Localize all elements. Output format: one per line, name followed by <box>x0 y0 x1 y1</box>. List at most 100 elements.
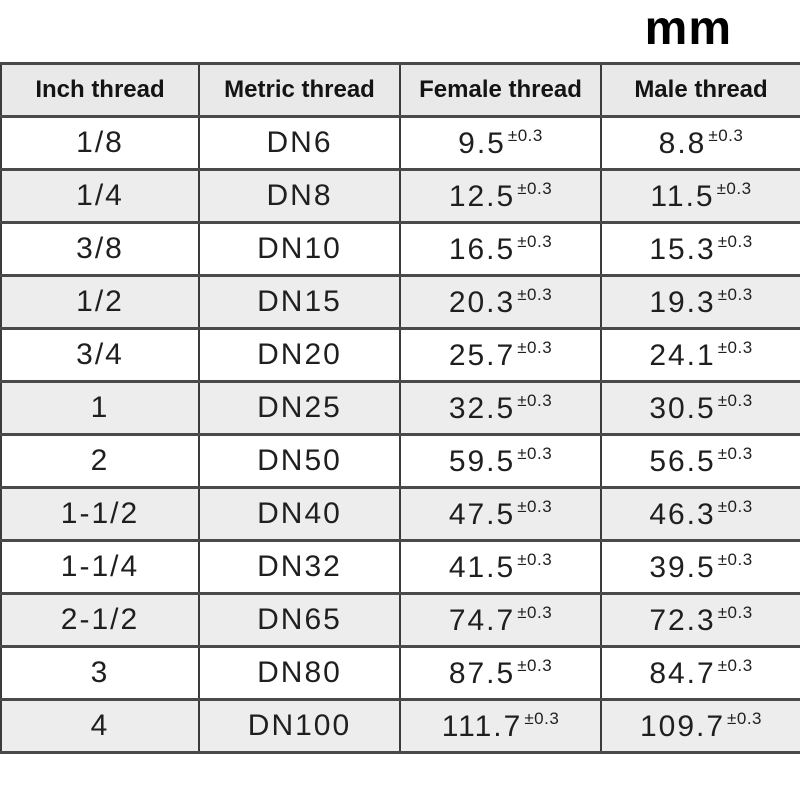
cell-male-thread: 8.8 ±0.3 <box>600 115 800 171</box>
cell-female-thread: 111.7 ±0.3 <box>399 698 602 754</box>
cell-male-thread: 46.3 ±0.3 <box>600 486 800 542</box>
tolerance-superscript: ±0.3 <box>524 708 560 728</box>
table-row: 3/4 DN20 25.7 ±0.3 24.1 ±0.3 <box>0 327 800 383</box>
cell-female-thread: 32.5 ±0.3 <box>399 380 602 436</box>
male-value: 39.5 <box>649 550 716 584</box>
tolerance-superscript: ±0.3 <box>708 125 744 145</box>
cell-metric-thread: DN65 <box>198 592 401 648</box>
tolerance-superscript: ±0.3 <box>517 178 553 198</box>
cell-metric-thread: DN10 <box>198 221 401 277</box>
tolerance-superscript: ±0.3 <box>727 708 763 728</box>
female-value: 16.5 <box>448 232 516 266</box>
cell-male-thread: 30.5 ±0.3 <box>600 380 800 436</box>
cell-female-thread: 87.5 ±0.3 <box>399 645 602 701</box>
table-row: 3 DN80 87.5 ±0.3 84.7 ±0.3 <box>0 645 800 701</box>
cell-male-thread: 19.3 ±0.3 <box>600 274 800 330</box>
female-value: 74.7 <box>448 603 516 637</box>
female-value: 20.3 <box>448 285 516 319</box>
tolerance-superscript: ±0.3 <box>716 178 752 198</box>
cell-female-thread: 16.5 ±0.3 <box>399 221 602 277</box>
cell-inch-thread: 3/8 <box>0 221 200 277</box>
table-row: 1 DN25 32.5 ±0.3 30.5 ±0.3 <box>0 380 800 436</box>
cell-male-thread: 84.7 ±0.3 <box>600 645 800 701</box>
cell-metric-thread: DN100 <box>198 698 401 754</box>
cell-metric-thread: DN32 <box>198 539 401 595</box>
table-row: 1-1/4 DN32 41.5 ±0.3 39.5 ±0.3 <box>0 539 800 595</box>
tolerance-superscript: ±0.3 <box>517 390 553 410</box>
table-row: 1/8 DN6 9.5 ±0.3 8.8 ±0.3 <box>0 115 800 171</box>
cell-inch-thread: 1/2 <box>0 274 200 330</box>
table-row: 1/2 DN15 20.3 ±0.3 19.3 ±0.3 <box>0 274 800 330</box>
tolerance-superscript: ±0.3 <box>717 496 753 516</box>
cell-inch-thread: 2 <box>0 433 200 489</box>
col-header-inch-thread: Inch thread <box>0 62 200 118</box>
cell-metric-thread: DN8 <box>198 168 401 224</box>
tolerance-superscript: ±0.3 <box>717 602 753 622</box>
cell-metric-thread: DN40 <box>198 486 401 542</box>
cell-female-thread: 41.5 ±0.3 <box>399 539 602 595</box>
male-value: 56.5 <box>649 444 716 478</box>
male-value: 11.5 <box>650 179 715 213</box>
unit-label: mm <box>644 2 732 55</box>
cell-inch-thread: 1/8 <box>0 115 200 171</box>
male-value: 72.3 <box>649 603 716 637</box>
tolerance-superscript: ±0.3 <box>717 390 753 410</box>
cell-metric-thread: DN6 <box>198 115 401 171</box>
male-value: 30.5 <box>649 391 716 425</box>
cell-metric-thread: DN25 <box>198 380 401 436</box>
tolerance-superscript: ±0.3 <box>517 655 553 675</box>
male-value: 8.8 <box>658 126 707 160</box>
female-value: 59.5 <box>448 444 516 478</box>
thread-size-table: Inch thread Metric thread Female thread … <box>0 62 800 754</box>
tolerance-superscript: ±0.3 <box>507 125 543 145</box>
male-value: 84.7 <box>649 656 716 690</box>
male-value: 46.3 <box>649 497 716 531</box>
tolerance-superscript: ±0.3 <box>717 655 753 675</box>
cell-male-thread: 15.3 ±0.3 <box>600 221 800 277</box>
male-value: 24.1 <box>649 338 716 372</box>
table-row: 4 DN100 111.7 ±0.3 109.7 ±0.3 <box>0 698 800 754</box>
tolerance-superscript: ±0.3 <box>717 231 753 251</box>
cell-metric-thread: DN20 <box>198 327 401 383</box>
female-value: 12.5 <box>448 179 516 213</box>
tolerance-superscript: ±0.3 <box>517 231 553 251</box>
tolerance-superscript: ±0.3 <box>517 284 553 304</box>
tolerance-superscript: ±0.3 <box>517 602 553 622</box>
female-value: 41.5 <box>448 550 516 584</box>
col-header-metric-thread: Metric thread <box>198 62 401 118</box>
cell-female-thread: 20.3 ±0.3 <box>399 274 602 330</box>
table-row: 2 DN50 59.5 ±0.3 56.5 ±0.3 <box>0 433 800 489</box>
header-row: Inch thread Metric thread Female thread … <box>0 62 800 118</box>
cell-male-thread: 72.3 ±0.3 <box>600 592 800 648</box>
male-value: 109.7 <box>639 709 726 743</box>
cell-inch-thread: 2-1/2 <box>0 592 200 648</box>
cell-metric-thread: DN50 <box>198 433 401 489</box>
tolerance-superscript: ±0.3 <box>517 337 553 357</box>
cell-inch-thread: 1-1/2 <box>0 486 200 542</box>
female-value: 111.7 <box>441 709 523 743</box>
col-header-female-thread: Female thread <box>399 62 602 118</box>
cell-male-thread: 109.7 ±0.3 <box>600 698 800 754</box>
cell-male-thread: 56.5 ±0.3 <box>600 433 800 489</box>
tolerance-superscript: ±0.3 <box>517 496 553 516</box>
table-row: 3/8 DN10 16.5 ±0.3 15.3 ±0.3 <box>0 221 800 277</box>
cell-inch-thread: 1-1/4 <box>0 539 200 595</box>
cell-female-thread: 74.7 ±0.3 <box>399 592 602 648</box>
male-value: 15.3 <box>649 232 716 266</box>
cell-metric-thread: DN80 <box>198 645 401 701</box>
cell-female-thread: 25.7 ±0.3 <box>399 327 602 383</box>
male-value: 19.3 <box>649 285 716 319</box>
cell-inch-thread: 1/4 <box>0 168 200 224</box>
female-value: 87.5 <box>448 656 516 690</box>
female-value: 25.7 <box>448 338 516 372</box>
cell-female-thread: 12.5 ±0.3 <box>399 168 602 224</box>
tolerance-superscript: ±0.3 <box>517 549 553 569</box>
cell-male-thread: 39.5 ±0.3 <box>600 539 800 595</box>
tolerance-superscript: ±0.3 <box>717 549 753 569</box>
table-row: 2-1/2 DN65 74.7 ±0.3 72.3 ±0.3 <box>0 592 800 648</box>
table-row: 1/4 DN8 12.5 ±0.3 11.5 ±0.3 <box>0 168 800 224</box>
cell-inch-thread: 4 <box>0 698 200 754</box>
cell-female-thread: 59.5 ±0.3 <box>399 433 602 489</box>
cell-female-thread: 9.5 ±0.3 <box>399 115 602 171</box>
